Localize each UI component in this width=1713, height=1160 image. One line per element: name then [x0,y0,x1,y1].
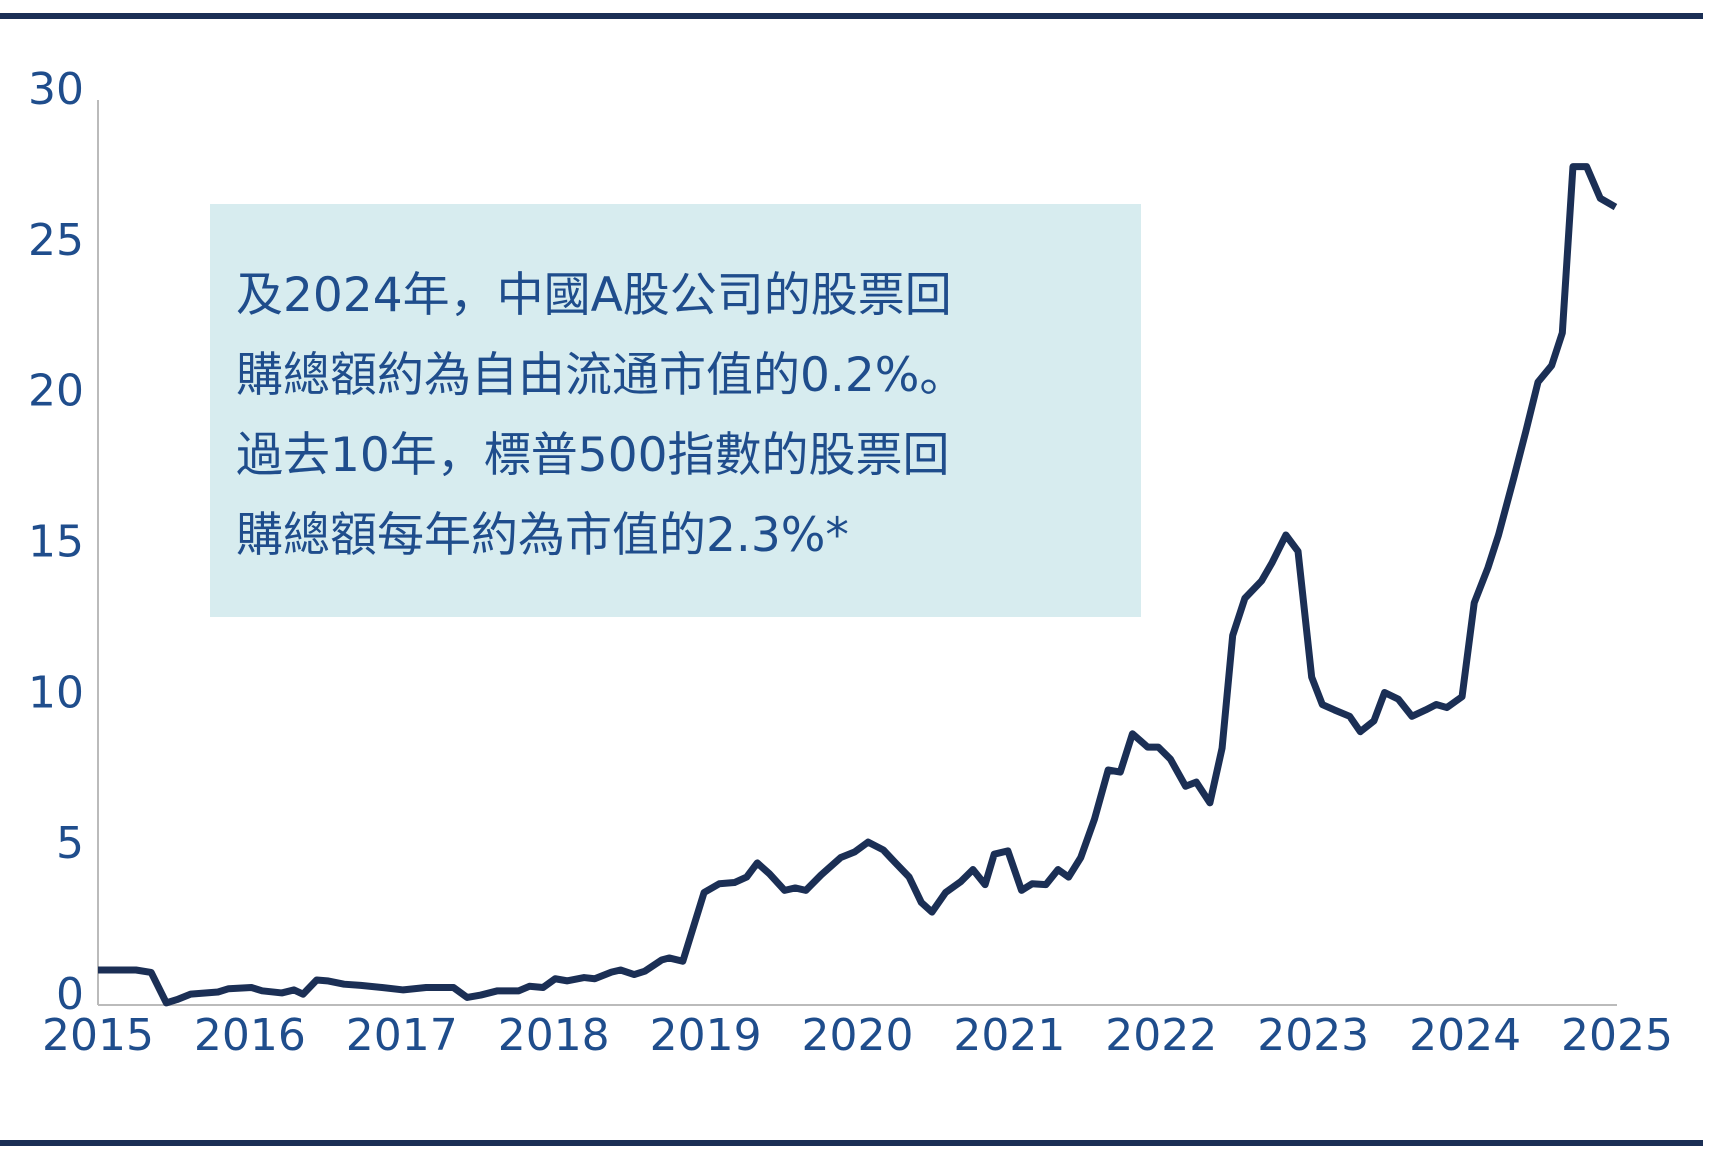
top-rule [0,13,1703,19]
x-tick-label: 2024 [1409,1010,1521,1061]
x-tick-label: 2022 [1105,1010,1217,1061]
annotation-box [210,204,1141,617]
x-tick-label: 2023 [1257,1010,1369,1061]
annotation-text: 及2024年，中國A股公司的股票回 [236,268,952,323]
data-line [98,163,1618,1007]
x-tick-label: 2015 [42,1010,154,1061]
y-tick-label: 0 [56,969,84,1020]
x-tick-label: 2021 [953,1010,1065,1061]
y-tick-label: 20 [28,366,84,417]
y-tick-label: 10 [28,667,84,718]
annotation-text: 購總額約為自由流通市值的0.2%。 [236,348,966,403]
x-tick-label: 2016 [194,1010,306,1061]
y-tick-label: 25 [28,215,84,266]
bottom-rule [0,1140,1703,1146]
x-tick-label: 2020 [802,1010,914,1061]
y-tick-label: 5 [56,818,84,869]
x-tick-label: 2025 [1561,1010,1673,1061]
y-tick-label: 15 [28,517,84,568]
annotation-text: 過去10年，標普500指數的股票回 [236,428,950,483]
x-tick-label: 2017 [346,1010,458,1061]
y-tick-label: 30 [28,64,84,115]
x-tick-label: 2018 [498,1010,610,1061]
annotation-text: 購總額每年約為市值的2.3%* [236,508,849,563]
x-tick-label: 2019 [650,1010,762,1061]
